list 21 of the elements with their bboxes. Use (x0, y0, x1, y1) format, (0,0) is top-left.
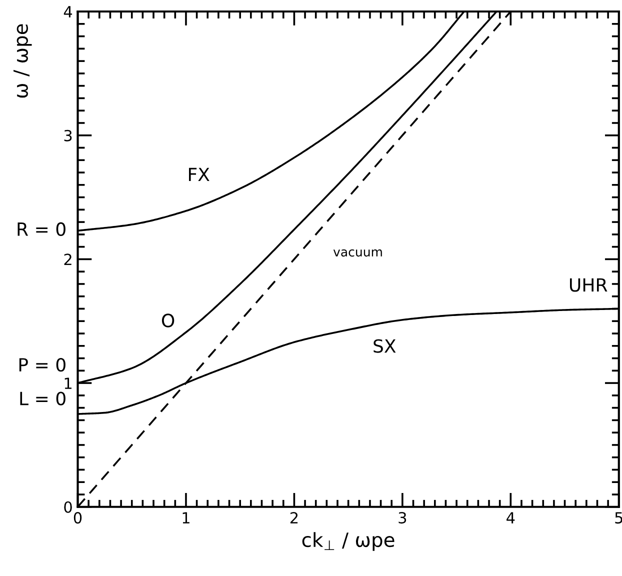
y-tick-label: 1 (64, 378, 72, 389)
y-tick-label: 4 (64, 6, 72, 18)
y-tick-label: 3 (64, 130, 72, 142)
series-label: SX (374, 339, 396, 353)
annotation: UHR (570, 278, 608, 292)
x-tick-label: 0 (74, 512, 82, 524)
x-tick-label: 5 (615, 512, 622, 524)
x-tick-label: 4 (506, 512, 515, 524)
y-tick-label: 2 (64, 254, 72, 266)
text: P = 0 (19, 358, 66, 372)
series-label: O (162, 314, 174, 328)
x-tick-label: 2 (290, 512, 298, 524)
series-label: vacuum (333, 249, 382, 257)
x-axis-title: ck$_{⊥}$ / ωpe (302, 532, 394, 551)
text: L = 0 (20, 392, 66, 406)
y-tick-label: 0 (64, 501, 72, 513)
x-tick-label: 3 (398, 512, 406, 524)
y-axis-title: ω / ωpe (14, 24, 32, 98)
text: R = 0 (18, 222, 66, 236)
x-tick-label: 1 (182, 512, 190, 524)
series-label: FX (189, 168, 210, 182)
